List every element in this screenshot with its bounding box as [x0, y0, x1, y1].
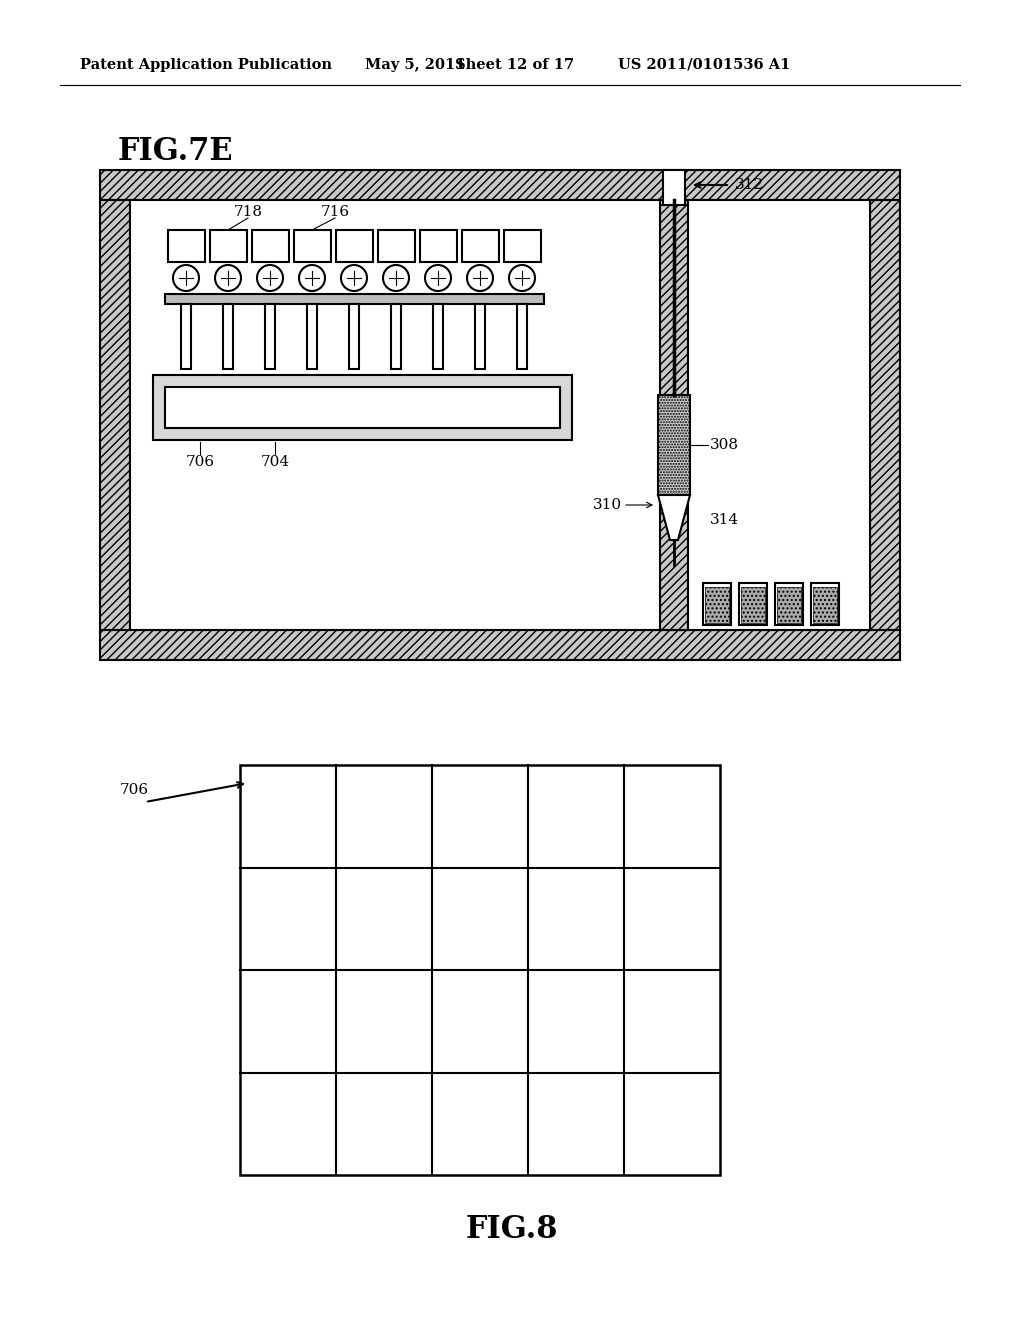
Bar — [265, 304, 275, 370]
Bar — [433, 304, 443, 370]
Bar — [168, 230, 205, 261]
Bar — [777, 587, 801, 623]
Text: Sheet 12 of 17: Sheet 12 of 17 — [455, 58, 574, 73]
Bar — [658, 395, 690, 495]
Circle shape — [299, 265, 325, 290]
Bar — [100, 201, 130, 630]
Text: 312: 312 — [735, 178, 764, 191]
Text: 704: 704 — [260, 455, 290, 469]
Bar — [153, 375, 572, 440]
Bar — [294, 230, 331, 261]
Text: FIG.8: FIG.8 — [466, 1214, 558, 1246]
Bar — [130, 201, 870, 630]
Bar — [475, 304, 485, 370]
Bar — [252, 230, 289, 261]
Circle shape — [173, 265, 199, 290]
Bar — [307, 304, 317, 370]
Circle shape — [509, 265, 535, 290]
Bar — [870, 201, 900, 630]
Bar — [420, 230, 457, 261]
Bar — [349, 304, 359, 370]
Circle shape — [467, 265, 493, 290]
Bar — [336, 230, 373, 261]
Polygon shape — [658, 495, 690, 540]
Bar — [705, 587, 729, 623]
Text: 706: 706 — [185, 455, 215, 469]
Circle shape — [257, 265, 283, 290]
Bar — [504, 230, 541, 261]
Bar — [462, 230, 499, 261]
Text: Patent Application Publication: Patent Application Publication — [80, 58, 332, 73]
Bar — [100, 170, 900, 201]
Bar — [775, 583, 803, 624]
Text: 716: 716 — [321, 205, 349, 219]
Bar — [240, 766, 720, 1175]
Bar — [703, 583, 731, 624]
Text: 310: 310 — [593, 498, 623, 512]
Bar — [165, 294, 544, 304]
Bar — [813, 587, 837, 623]
Bar — [741, 587, 765, 623]
Circle shape — [215, 265, 241, 290]
Bar — [739, 583, 767, 624]
Text: US 2011/0101536 A1: US 2011/0101536 A1 — [618, 58, 791, 73]
Text: FIG.7E: FIG.7E — [118, 136, 233, 168]
Text: 308: 308 — [710, 438, 739, 451]
Bar — [517, 304, 527, 370]
Circle shape — [341, 265, 367, 290]
Circle shape — [425, 265, 451, 290]
Circle shape — [383, 265, 409, 290]
Bar — [223, 304, 233, 370]
Text: 706: 706 — [120, 783, 150, 797]
Bar — [181, 304, 191, 370]
Bar — [811, 583, 839, 624]
Bar — [100, 630, 900, 660]
Bar — [165, 387, 560, 428]
Bar — [658, 395, 690, 495]
Bar — [663, 170, 685, 205]
Bar — [391, 304, 401, 370]
Bar — [378, 230, 415, 261]
Text: 718: 718 — [233, 205, 262, 219]
Bar — [660, 201, 688, 630]
Bar — [210, 230, 247, 261]
Text: 314: 314 — [710, 513, 739, 527]
Text: May 5, 2011: May 5, 2011 — [365, 58, 466, 73]
